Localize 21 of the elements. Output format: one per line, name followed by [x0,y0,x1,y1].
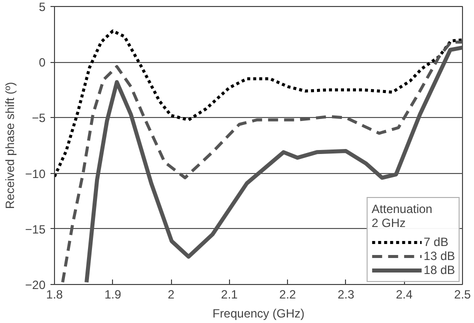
legend-label: 18 dB [424,263,455,277]
y-tick-label: −10 [25,166,46,181]
x-tick-label: 2 [168,288,175,302]
x-tick-label: 1.8 [46,288,64,302]
y-tick-label: −15 [25,222,46,236]
y-axis-title: Received phase shift (º) [3,82,18,210]
line-series [54,29,462,178]
y-tick-label: −20 [25,278,46,292]
x-tick-label: 2.3 [338,288,355,302]
y-tick-label: −5 [32,111,46,126]
x-tick-label: 2.4 [396,288,413,302]
y-tick-label: 5 [38,0,46,14]
x-axis-title: Frequency (GHz) [212,306,305,320]
legend-label: 13 dB [424,249,455,263]
y-tick-label: 0 [38,56,46,70]
x-tick-label: 2.5 [454,288,472,302]
legend-title: Attenuation 2 GHz [372,202,434,230]
x-tick-label: 1.9 [104,288,122,302]
x-tick-label: 2.2 [279,288,296,302]
legend-label: 7 dB [424,235,448,249]
x-tick-label: 2.1 [221,288,238,302]
